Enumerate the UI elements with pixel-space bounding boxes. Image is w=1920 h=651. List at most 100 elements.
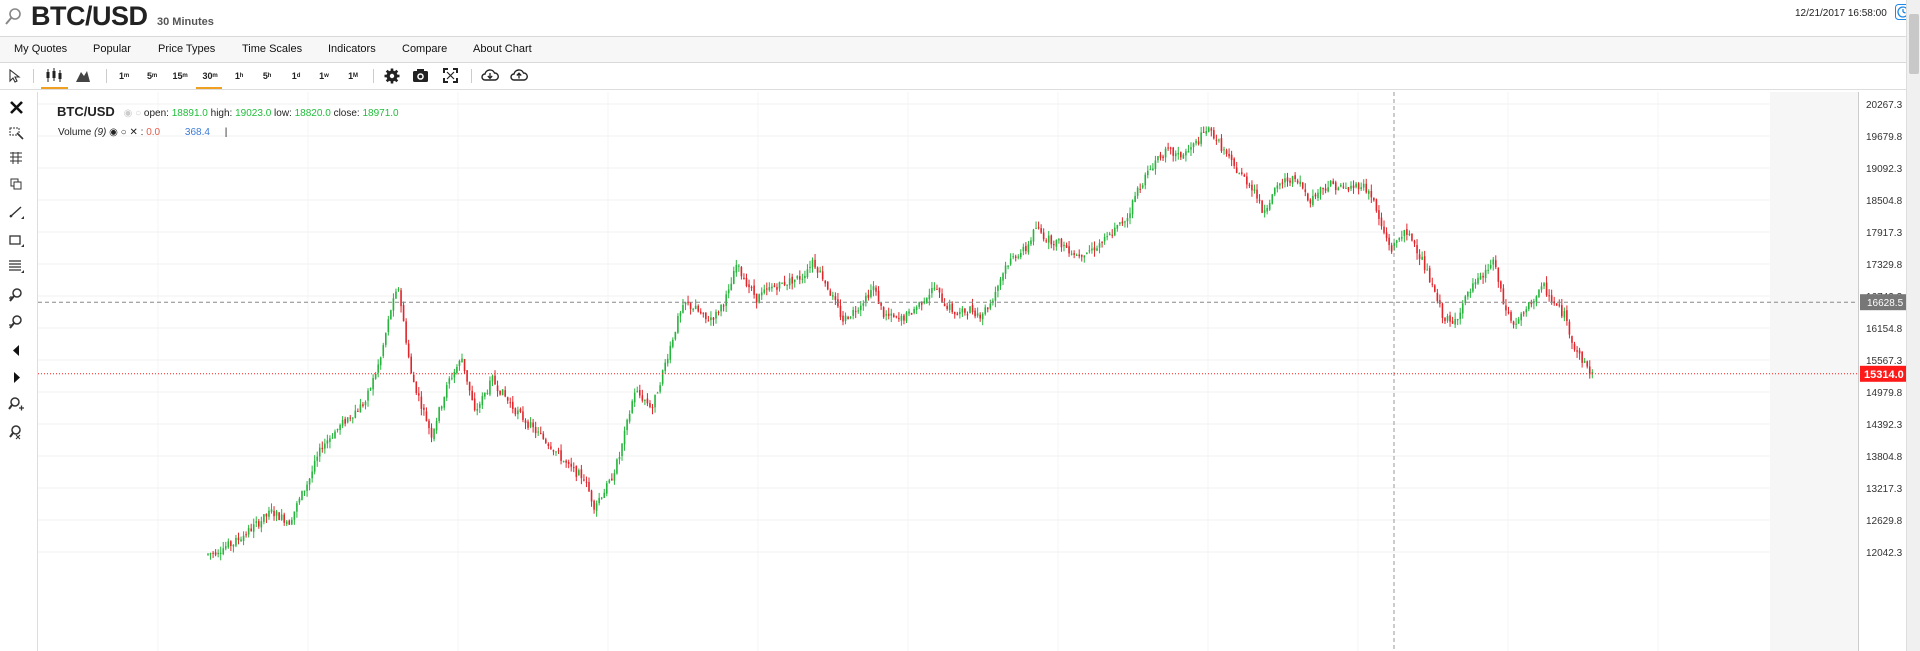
period-15m[interactable]: 15ᵐ xyxy=(172,71,188,81)
candle-body xyxy=(1088,250,1091,252)
volume-legend: Volume (9) ◉ ○ ✕ : 0.0 368.4 | xyxy=(58,127,227,138)
fibonacci-icon[interactable] xyxy=(8,258,25,275)
period-1m[interactable]: 1ᵐ xyxy=(118,71,130,81)
period-5h[interactable]: 5ʰ xyxy=(262,71,272,81)
candle-body xyxy=(1586,361,1589,367)
menu-my-quotes[interactable]: My Quotes xyxy=(14,43,68,55)
candle-body xyxy=(1007,265,1009,267)
magnify-plus-icon[interactable] xyxy=(8,396,25,413)
crosshair-grid-icon[interactable] xyxy=(8,150,25,167)
candle-body xyxy=(821,271,824,280)
scroll-left-icon[interactable] xyxy=(8,342,25,359)
period-1mo[interactable]: 1ᴹ xyxy=(348,71,358,81)
symbol-title[interactable]: BTC/USD xyxy=(31,1,148,31)
candle-body xyxy=(976,313,979,316)
menu-compare[interactable]: Compare xyxy=(402,43,448,55)
gear-icon[interactable] xyxy=(384,68,400,84)
candle-body xyxy=(672,339,674,347)
copy-icon[interactable] xyxy=(8,176,25,193)
zoom-out-icon[interactable] xyxy=(8,314,25,331)
scroll-right-icon[interactable] xyxy=(8,369,25,386)
candle-body xyxy=(387,319,390,333)
candle-body xyxy=(1050,235,1053,245)
rectangle-icon[interactable] xyxy=(8,232,25,249)
candle-body xyxy=(392,298,395,311)
candle-body xyxy=(697,305,700,312)
vertical-scrollbar[interactable] xyxy=(1906,0,1920,651)
candle-body xyxy=(435,421,438,431)
candle-body xyxy=(1167,147,1169,149)
period-1d[interactable]: 1ᵈ xyxy=(291,71,301,81)
price-chart[interactable] xyxy=(38,92,1858,651)
volume-controls-icon[interactable]: ◉ ○ ✕ xyxy=(109,127,138,138)
candle-body xyxy=(832,295,834,297)
candle-body xyxy=(1025,245,1027,252)
eye-icon[interactable]: ◉ ○ xyxy=(123,108,142,119)
candlestick-icon[interactable] xyxy=(45,68,63,83)
candle-body xyxy=(1340,184,1342,187)
candle-body xyxy=(1434,285,1436,292)
candle-body xyxy=(240,539,242,542)
period-5m[interactable]: 5ᵐ xyxy=(146,71,158,81)
candle-body xyxy=(1276,185,1279,189)
volume-value-1: 0.0 xyxy=(146,127,161,138)
candle-body xyxy=(209,553,212,555)
menu-popular[interactable]: Popular xyxy=(93,43,131,55)
candle-body xyxy=(659,385,661,392)
candle-body xyxy=(684,302,687,305)
pointer-icon[interactable] xyxy=(8,69,22,83)
cloud-download-icon[interactable] xyxy=(481,68,499,83)
candle-body xyxy=(717,311,720,313)
candle-body xyxy=(1373,197,1375,201)
candle-body xyxy=(788,278,791,286)
scrollbar-thumb[interactable] xyxy=(1909,14,1919,74)
candle-body xyxy=(1091,248,1093,251)
axis-tick-label: 12042.3 xyxy=(1866,548,1903,559)
candle-body xyxy=(687,301,689,304)
candle-body xyxy=(786,284,788,286)
menu-time-scales[interactable]: Time Scales xyxy=(242,43,303,55)
candle-body xyxy=(1040,228,1042,233)
candle-body xyxy=(463,358,466,371)
candle-body xyxy=(943,304,946,307)
menu-indicators[interactable]: Indicators xyxy=(328,43,376,55)
candle-body xyxy=(1141,185,1144,188)
period-1w[interactable]: 1ʷ xyxy=(319,71,329,81)
mountain-chart-icon[interactable] xyxy=(75,68,91,83)
period-1h[interactable]: 1ʰ xyxy=(234,71,244,81)
search-icon[interactable] xyxy=(5,8,21,26)
candle-body xyxy=(288,520,291,525)
period-30m[interactable]: 30ᵐ xyxy=(202,71,218,81)
price-axis[interactable]: 20267.3 19679.8 19092.3 18504.8 17917.3 17329… xyxy=(1858,92,1907,651)
zoom-box-icon[interactable] xyxy=(8,125,25,142)
close-icon[interactable] xyxy=(8,99,25,116)
candle-body xyxy=(461,358,463,363)
candle-body xyxy=(903,315,905,321)
candle-body xyxy=(1017,256,1020,258)
candle-body xyxy=(720,304,722,312)
candle-body xyxy=(341,420,344,426)
camera-icon[interactable] xyxy=(412,68,429,83)
candle-body xyxy=(364,401,367,406)
magnify-reset-icon[interactable] xyxy=(8,424,25,441)
candle-body xyxy=(793,279,796,283)
fullscreen-icon[interactable] xyxy=(443,68,458,83)
candle-body xyxy=(1578,350,1581,354)
menu-about-chart[interactable]: About Chart xyxy=(473,43,532,55)
legend-high-value: 19023.0 xyxy=(235,108,272,119)
candle-body xyxy=(928,294,931,300)
trendline-icon[interactable] xyxy=(8,204,25,221)
candle-body xyxy=(1487,269,1489,271)
menu-price-types[interactable]: Price Types xyxy=(158,43,216,55)
candle-body xyxy=(595,503,598,511)
candle-body xyxy=(1378,210,1380,219)
candle-body xyxy=(280,514,283,520)
candle-body xyxy=(920,301,923,305)
zoom-in-icon[interactable] xyxy=(8,287,25,304)
candle-body xyxy=(971,304,974,313)
candle-body xyxy=(806,269,809,278)
candle-body xyxy=(1581,351,1583,363)
candle-body xyxy=(1350,185,1352,189)
cloud-upload-icon[interactable] xyxy=(510,68,528,83)
candle-body xyxy=(1268,202,1271,210)
